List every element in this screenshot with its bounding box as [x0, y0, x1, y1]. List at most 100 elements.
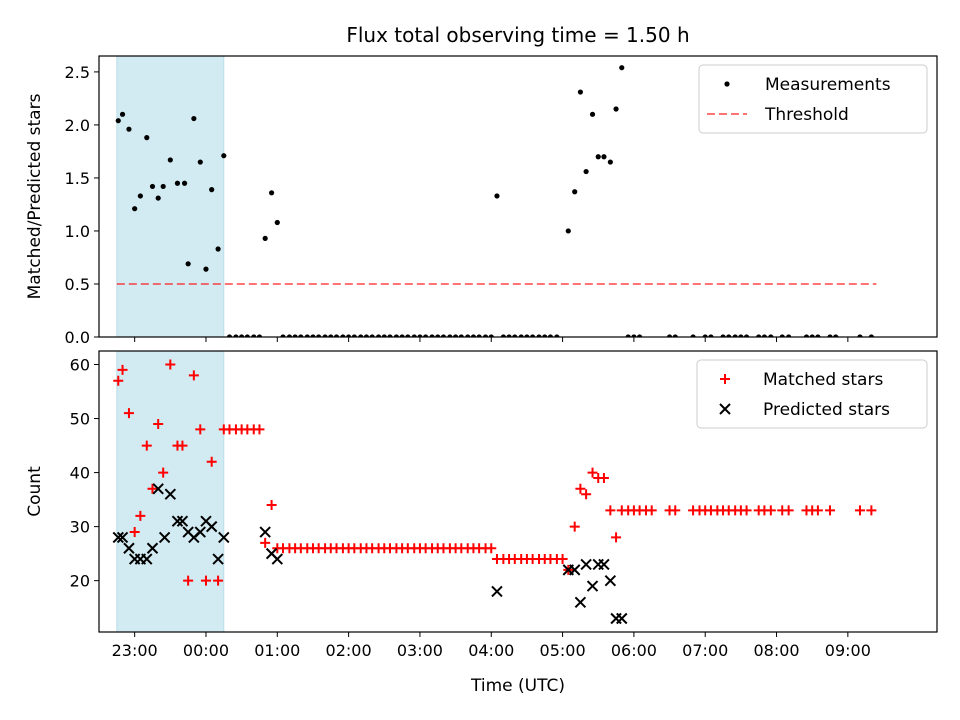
data-point — [328, 334, 334, 337]
data-point — [310, 334, 316, 337]
data-point — [417, 334, 423, 337]
data-point — [363, 334, 370, 337]
data-point — [583, 168, 589, 175]
legend: Matched stars Predicted stars — [696, 359, 928, 429]
data-point — [206, 456, 217, 467]
legend-box — [696, 359, 928, 429]
data-point — [738, 334, 744, 337]
data-point — [542, 334, 548, 337]
data-point — [209, 187, 215, 193]
data-point — [631, 334, 637, 337]
plot-area — [112, 359, 877, 625]
data-point — [568, 564, 581, 576]
data-point — [557, 554, 568, 565]
x-tick-label: 03:00 — [397, 641, 443, 660]
legend-label: Predicted stars — [763, 400, 890, 420]
data-point — [141, 553, 153, 565]
legend-marker — [724, 81, 730, 87]
data-point — [589, 111, 596, 117]
data-point — [259, 526, 271, 538]
data-point — [113, 375, 124, 386]
data-point — [194, 526, 206, 538]
legend-box — [698, 64, 928, 134]
data-point — [244, 334, 250, 337]
axes-frame — [98, 55, 938, 338]
data-point — [569, 521, 580, 532]
data-point — [271, 553, 284, 565]
data-point — [500, 334, 506, 337]
data-point — [494, 193, 500, 199]
data-point — [149, 183, 156, 190]
data-point — [116, 531, 129, 544]
data-point — [115, 118, 121, 124]
data-point — [185, 261, 191, 267]
data-point — [708, 334, 714, 337]
data-point — [256, 334, 263, 337]
data-point — [440, 334, 447, 337]
data-point — [646, 505, 657, 516]
data-point — [346, 334, 352, 337]
data-point — [165, 359, 176, 370]
data-point — [447, 334, 453, 337]
data-point — [262, 235, 268, 241]
data-point — [524, 334, 530, 337]
count-panel: 20 30 40 50 60 23:00 00:00 01:00 02:00 03:00 04:00… — [25, 350, 938, 696]
data-point — [595, 154, 601, 160]
data-point — [176, 515, 189, 527]
data-point — [616, 612, 628, 625]
data-point — [803, 334, 810, 337]
data-point — [486, 543, 497, 554]
data-point — [144, 135, 150, 141]
y-tick-label: 60 — [70, 356, 90, 375]
data-point — [743, 334, 750, 337]
data-point — [239, 334, 245, 337]
data-point — [381, 334, 387, 337]
data-point — [191, 115, 197, 122]
data-point — [158, 467, 169, 478]
data-point — [123, 408, 134, 419]
data-point — [221, 153, 227, 159]
data-point — [812, 505, 823, 516]
data-point — [212, 553, 224, 565]
plot-area — [115, 65, 877, 337]
x-tick-label: 05:00 — [540, 641, 586, 660]
data-point — [672, 334, 678, 337]
y-tick-label: 40 — [70, 464, 90, 483]
data-point — [200, 575, 211, 586]
data-point — [147, 483, 158, 494]
y-tick-label: 0.5 — [65, 275, 90, 294]
data-point — [298, 334, 304, 337]
data-point — [233, 334, 239, 337]
series-matched-stars — [113, 359, 877, 586]
data-point — [174, 180, 181, 186]
data-point — [435, 334, 441, 337]
data-point — [251, 334, 257, 337]
data-point — [536, 334, 542, 337]
y-tick-label: 0.0 — [65, 328, 90, 347]
legend-label: Measurements — [765, 75, 891, 95]
data-point — [786, 334, 792, 337]
data-point — [619, 65, 625, 71]
shaded-interval — [116, 350, 225, 633]
data-point — [155, 195, 161, 201]
data-point — [482, 334, 489, 337]
legend-marker — [720, 374, 730, 384]
data-point — [411, 334, 417, 337]
data-point — [690, 334, 696, 337]
legend: Measurements Threshold — [698, 64, 928, 134]
data-point — [129, 527, 140, 538]
data-point — [399, 334, 405, 337]
y-tick-label: 2.5 — [65, 63, 90, 82]
data-point — [215, 246, 221, 252]
data-point — [167, 157, 173, 163]
data-point — [164, 488, 177, 500]
data-point — [611, 532, 622, 543]
data-point — [613, 106, 619, 112]
x-tick-label: 08:00 — [753, 641, 799, 660]
axes-frame — [98, 350, 938, 633]
data-point — [152, 483, 164, 495]
y-tick-label: 1.0 — [65, 222, 90, 241]
x-tick-label: 00:00 — [183, 641, 229, 660]
chart-title: Flux total observing time = 1.50 h — [346, 23, 689, 47]
data-point — [183, 575, 194, 586]
